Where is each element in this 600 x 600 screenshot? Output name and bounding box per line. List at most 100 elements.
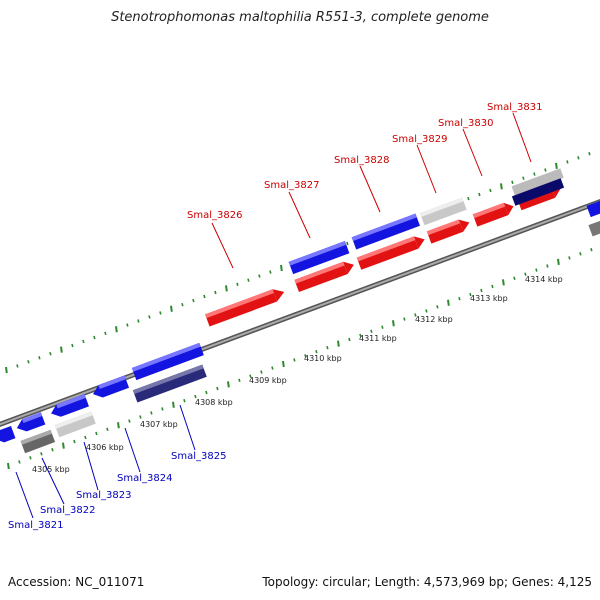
tick-mark bbox=[7, 462, 10, 470]
tick-mark bbox=[260, 370, 263, 374]
tick-mark bbox=[40, 452, 43, 456]
kbp-label-4309: 4309 kbp bbox=[249, 376, 287, 385]
tick-mark bbox=[73, 439, 76, 444]
tick-mark bbox=[148, 315, 151, 319]
tick-mark bbox=[480, 288, 483, 293]
tick-mark bbox=[84, 435, 87, 440]
genome-backbone bbox=[0, 199, 600, 427]
tick-mark bbox=[557, 258, 560, 266]
gene-Smal_3828[interactable] bbox=[356, 233, 427, 270]
gene-Smal_3825[interactable] bbox=[132, 364, 207, 403]
tick-mark bbox=[381, 325, 384, 329]
tick-mark bbox=[544, 168, 547, 172]
tick-mark bbox=[214, 290, 217, 295]
tick-mark bbox=[315, 349, 318, 354]
gene-upper-navy[interactable] bbox=[511, 178, 565, 206]
tick-mark bbox=[159, 311, 162, 315]
label-Smal_3822: Smal_3822 bbox=[40, 505, 95, 516]
gene-Smal_3830[interactable] bbox=[472, 200, 516, 227]
genome-stats-text: Topology: circular; Length: 4,573,969 bp… bbox=[262, 575, 592, 589]
bottom-tick-row bbox=[7, 247, 593, 470]
tick-mark bbox=[478, 192, 481, 197]
tick-mark bbox=[425, 309, 428, 313]
tick-mark bbox=[326, 345, 329, 350]
tick-mark bbox=[524, 272, 527, 276]
gene-Smal_3825-upper[interactable] bbox=[131, 342, 204, 381]
tick-mark bbox=[137, 319, 140, 323]
label-Smal_3821: Smal_3821 bbox=[8, 520, 63, 531]
tick-mark bbox=[513, 276, 516, 281]
tick-mark bbox=[566, 160, 569, 164]
tick-mark bbox=[117, 422, 120, 429]
tick-mark bbox=[236, 282, 239, 287]
label-Smal_3830: Smal_3830 bbox=[438, 118, 493, 129]
tick-mark bbox=[271, 366, 274, 370]
tick-mark bbox=[194, 394, 197, 399]
gene-Smal_3823[interactable] bbox=[54, 411, 96, 438]
label-Smal_3828: Smal_3828 bbox=[334, 155, 389, 166]
tick-mark bbox=[370, 329, 373, 334]
tick-mark bbox=[126, 323, 129, 327]
tick-mark bbox=[392, 320, 395, 327]
gene-Smal_3824[interactable] bbox=[91, 375, 130, 401]
tick-mark bbox=[579, 252, 582, 256]
genome-title: Stenotrophomonas maltophilia R551-3, com… bbox=[111, 10, 489, 25]
tick-mark bbox=[225, 285, 228, 292]
kbp-label-4311: 4311 kbp bbox=[359, 334, 397, 343]
tick-mark bbox=[128, 419, 131, 423]
tick-mark bbox=[590, 247, 593, 252]
kbp-scale: 4305 kbp 4306 kbp 4307 kbp 4308 kbp 4309… bbox=[32, 275, 563, 474]
gene-upper-blue-1[interactable] bbox=[288, 241, 350, 275]
tick-mark bbox=[238, 378, 241, 383]
tick-mark bbox=[511, 180, 514, 185]
tick-mark bbox=[346, 241, 349, 246]
tick-mark bbox=[269, 270, 272, 274]
tick-mark bbox=[29, 456, 32, 460]
tick-mark bbox=[192, 298, 195, 303]
tick-mark bbox=[150, 411, 153, 415]
tick-mark bbox=[203, 294, 206, 299]
tick-mark bbox=[183, 398, 186, 403]
tick-mark bbox=[51, 447, 54, 452]
tick-mark bbox=[49, 351, 52, 356]
tick-mark bbox=[62, 442, 65, 449]
kbp-label-4307: 4307 kbp bbox=[140, 420, 178, 429]
gene-Smal_3827[interactable] bbox=[294, 259, 356, 293]
gene-edge-blue[interactable] bbox=[586, 198, 600, 218]
leader-lines bbox=[15, 112, 532, 519]
tick-mark bbox=[458, 296, 461, 301]
tick-mark bbox=[170, 305, 173, 312]
tick-mark bbox=[535, 268, 538, 272]
tick-mark bbox=[491, 284, 494, 289]
tick-mark bbox=[38, 356, 41, 360]
tick-mark bbox=[403, 317, 406, 321]
tick-mark bbox=[348, 337, 351, 342]
reverse-gene-labels: Smal_3821 Smal_3822 Smal_3823 Smal_3824 … bbox=[8, 451, 226, 531]
tick-mark bbox=[467, 196, 470, 201]
tick-mark bbox=[82, 339, 85, 344]
gene-Smal_3829[interactable] bbox=[426, 216, 472, 244]
tick-mark bbox=[258, 274, 261, 278]
forward-gene-labels: Smal_3826 Smal_3827 Smal_3828 Smal_3829 … bbox=[187, 102, 542, 221]
gene-Smal_3826[interactable] bbox=[205, 286, 286, 327]
gene-Smal_3822[interactable] bbox=[20, 429, 56, 454]
gene-Smal_3822-upper[interactable] bbox=[15, 412, 46, 434]
tick-mark bbox=[249, 374, 252, 378]
gene-upper-gray-2[interactable] bbox=[511, 168, 564, 196]
tick-mark bbox=[18, 460, 21, 464]
gene-edge-gray[interactable] bbox=[588, 218, 600, 237]
label-Smal_3826: Smal_3826 bbox=[187, 210, 242, 221]
tick-mark bbox=[93, 335, 96, 340]
gene-Smal_3821[interactable] bbox=[0, 425, 16, 445]
tick-mark bbox=[414, 313, 417, 317]
gene-Smal_3823-upper[interactable] bbox=[49, 394, 89, 419]
kbp-label-4312: 4312 kbp bbox=[415, 315, 453, 324]
tick-mark bbox=[436, 305, 439, 309]
kbp-label-4305: 4305 kbp bbox=[32, 465, 70, 474]
gene-upper-blue-2[interactable] bbox=[351, 213, 420, 250]
tick-mark bbox=[337, 340, 340, 347]
gene-upper-gray-1[interactable] bbox=[419, 197, 467, 226]
tick-mark bbox=[359, 333, 362, 338]
tick-mark bbox=[205, 390, 208, 395]
